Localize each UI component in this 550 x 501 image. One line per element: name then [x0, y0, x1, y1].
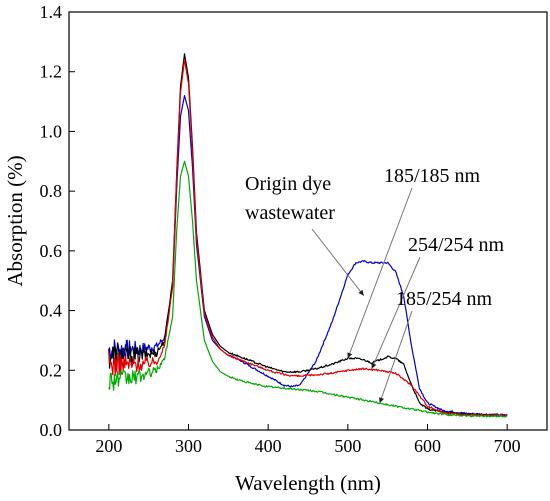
- annotation-label: 254/254 nm: [408, 234, 505, 256]
- y-tick-label: 1.0: [40, 121, 63, 141]
- y-axis-label: Absorption (%): [3, 155, 27, 286]
- annotation-leader-line: [311, 228, 365, 296]
- series-layer: [108, 53, 508, 418]
- annotation-arrowhead: [347, 352, 353, 359]
- x-tick-label: 600: [414, 436, 441, 456]
- annotation-label: Origin dye: [245, 173, 331, 195]
- y-tick-label: 0.0: [40, 420, 63, 440]
- x-axis-label: Wavelength (nm): [235, 471, 381, 495]
- plot-frame: [68, 11, 548, 431]
- annotation-arrowhead: [358, 289, 364, 296]
- x-tick-label: 500: [334, 436, 361, 456]
- y-tick-label: 0.4: [40, 301, 63, 321]
- annotation-label: wastewater: [245, 202, 335, 224]
- y-tick-label: 1.2: [40, 62, 63, 82]
- annotations: Origin dye wastewater 185/185 nm 254/254 nm…: [245, 165, 505, 404]
- series-line-4: [108, 160, 508, 418]
- x-tick-label: 400: [255, 436, 282, 456]
- x-tick-label: 200: [95, 436, 122, 456]
- series-line-3: [108, 59, 508, 417]
- y-tick-label: 0.6: [40, 241, 63, 261]
- axis-ticks: 200 300 400 500 600 700 0.0 0.2 0.4 0.6 0.8 1.0 1.2 1…: [40, 2, 521, 456]
- y-tick-label: 0.8: [40, 181, 63, 201]
- annotation-leader-line: [371, 256, 421, 369]
- annotation-arrowhead: [371, 362, 377, 369]
- y-tick-label: 0.2: [40, 360, 63, 380]
- x-tick-label: 300: [175, 436, 202, 456]
- annotation-label: 185/185 nm: [384, 165, 481, 187]
- annotation-leader-line: [347, 187, 413, 359]
- annotation-leader-line: [379, 310, 413, 404]
- x-tick-label: 700: [494, 436, 521, 456]
- annotation-arrowhead: [379, 397, 384, 404]
- y-tick-label: 1.4: [40, 2, 63, 22]
- annotation-label: 185/254 nm: [396, 288, 493, 310]
